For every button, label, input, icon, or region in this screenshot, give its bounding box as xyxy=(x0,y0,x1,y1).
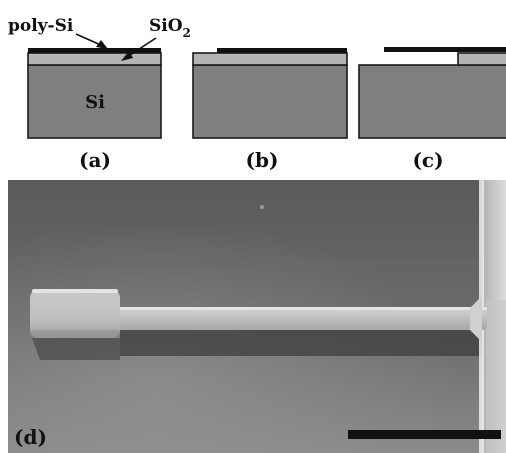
scale-bar xyxy=(348,430,501,439)
panel-label-c: (c) xyxy=(412,148,443,172)
substrate-label: Si xyxy=(85,92,105,113)
panel-c: (c) xyxy=(358,47,506,172)
cantilever-beam xyxy=(115,308,487,330)
panel-d-sem-image: (d) xyxy=(8,180,506,453)
poly-si-label: poly-Si xyxy=(8,16,74,36)
si-substrate xyxy=(358,64,506,139)
cantilever-pad xyxy=(30,289,120,338)
panel-b: (b) xyxy=(192,48,348,172)
sio2-layer xyxy=(27,52,162,66)
poly-si-layer xyxy=(28,48,161,53)
poly-si-layer xyxy=(217,48,347,53)
si-substrate xyxy=(192,64,348,139)
poly-si-beam xyxy=(384,47,506,52)
sio2-pillar xyxy=(457,52,506,66)
panel-label-a: (a) xyxy=(79,148,111,172)
panel-label-d: (d) xyxy=(14,425,47,449)
sio2-label: SiO2 xyxy=(149,16,191,40)
sio2-layer xyxy=(192,52,348,66)
si-substrate xyxy=(27,64,162,139)
arrow-icon xyxy=(121,37,157,61)
panel-a: Si poly-Si SiO2 (a) xyxy=(8,16,191,172)
panel-label-b: (b) xyxy=(246,148,279,172)
arrow-icon xyxy=(75,33,108,49)
